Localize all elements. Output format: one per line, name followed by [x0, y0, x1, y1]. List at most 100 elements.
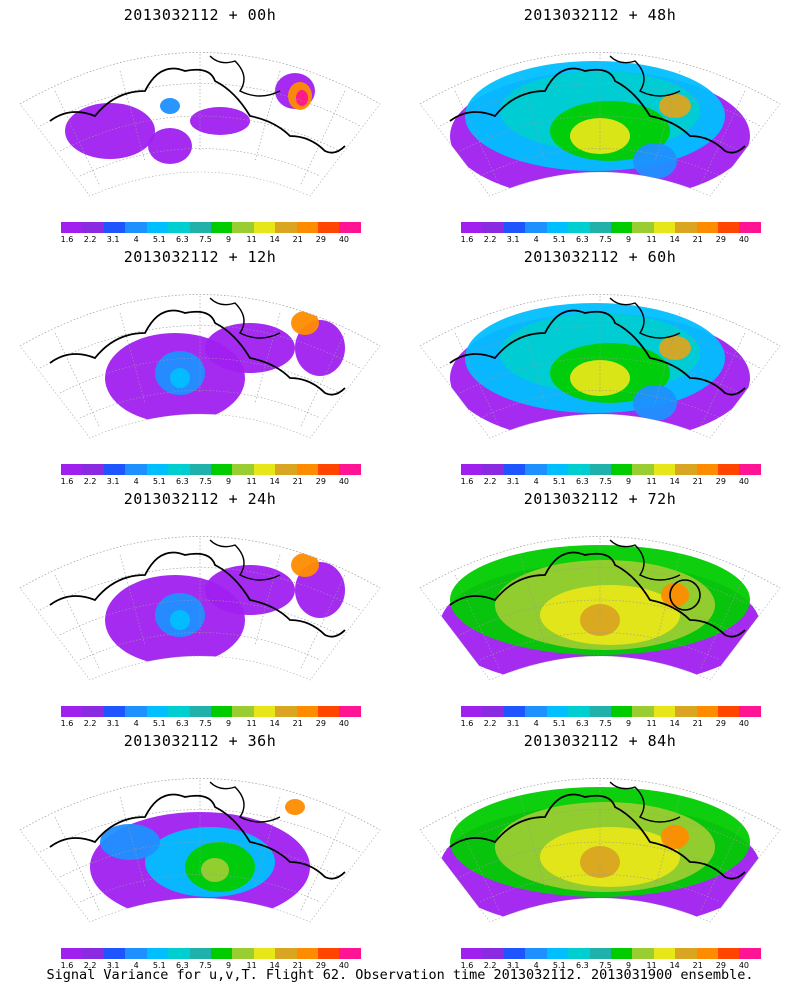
graticule-line — [454, 332, 501, 429]
panel-title: 2013032112 + 84h — [523, 732, 677, 750]
graticule-line — [254, 796, 281, 888]
colorbar — [61, 222, 361, 233]
coastline — [609, 539, 681, 581]
colorbar-tick-label: 21 — [692, 235, 703, 244]
colorbar-swatch — [296, 222, 319, 233]
colorbar-tick-label: 29 — [315, 235, 326, 244]
colorbar-swatch — [318, 706, 340, 717]
colorbar-swatch — [568, 464, 590, 475]
colorbar-swatch — [253, 464, 276, 475]
variance-contour — [205, 565, 295, 615]
coastline — [49, 309, 346, 396]
colorbar-tick-label: 3.1 — [106, 235, 120, 244]
colorbar-tick-label: 21 — [292, 719, 303, 728]
colorbar-labels: 1.6 2.2 3.1 4 5.1 6.3 7.5 9 11 14 21 29 40 — [461, 477, 761, 487]
colorbar-swatch — [125, 706, 147, 717]
graticule-line — [479, 148, 721, 177]
graticule-line — [459, 599, 741, 636]
map — [419, 52, 781, 197]
graticule-line — [119, 70, 146, 162]
graticule-line — [299, 332, 346, 429]
colorbar-swatch — [103, 222, 126, 233]
variance-contour — [148, 128, 192, 164]
graticule-line — [654, 554, 681, 646]
colorbar-tick-label: 3.1 — [106, 961, 120, 970]
colorbar-tick-label: 2.2 — [483, 719, 497, 728]
colorbar-tick-label: 2.2 — [83, 477, 97, 486]
colorbar-tick-label: 29 — [715, 961, 726, 970]
coastline — [449, 793, 746, 880]
colorbar-tick-label: 5.1 — [552, 235, 566, 244]
colorbar-swatch — [318, 222, 340, 233]
colorbar-tick-label: 29 — [315, 719, 326, 728]
graticule-line — [39, 325, 361, 369]
colorbar-tick-label: 40 — [738, 719, 750, 728]
colorbar-swatch — [482, 948, 504, 959]
colorbar-tick-label: 9 — [625, 235, 632, 244]
colorbar-swatch — [675, 464, 697, 475]
colorbar-tick-label: 2.2 — [83, 235, 97, 244]
colorbar-swatch — [61, 948, 83, 959]
variance-contour — [170, 368, 190, 388]
colorbar-tick-label: 11 — [246, 235, 257, 244]
colorbar-tick-label: 7.5 — [599, 719, 612, 728]
colorbar-swatch — [339, 706, 361, 717]
colorbar-tick-label: 3.1 — [506, 477, 520, 486]
colorbar-swatch — [82, 706, 104, 717]
map-border — [19, 778, 381, 923]
map — [419, 294, 781, 439]
colorbar-tick-label: 40 — [338, 719, 350, 728]
map — [19, 52, 381, 197]
colorbar-swatch — [525, 706, 547, 717]
graticule-line — [79, 874, 321, 903]
graticule-line — [299, 574, 346, 671]
colorbar-tick-label: 2.2 — [483, 961, 497, 970]
panel-12h: 2013032112 + 12h 1.6 2.2 3.1 4 5.1 6.3 7.5 9 11 1… — [0, 242, 400, 486]
variance-contour — [659, 94, 691, 118]
graticule-line — [254, 312, 281, 404]
colorbar-swatch — [589, 464, 611, 475]
colorbar-tick-label: 11 — [646, 719, 657, 728]
colorbar-tick-label: 3.1 — [506, 235, 520, 244]
graticule-line — [299, 816, 346, 913]
variance-contour — [633, 143, 677, 179]
colorbar — [61, 464, 361, 475]
panel-title: 2013032112 + 72h — [523, 490, 677, 508]
colorbar — [461, 706, 761, 717]
colorbar-swatch — [568, 222, 590, 233]
colorbar-swatch — [568, 948, 590, 959]
colorbar-swatch — [461, 464, 483, 475]
colorbar-swatch — [125, 948, 147, 959]
graticule-line — [454, 816, 501, 913]
colorbar-swatch — [653, 948, 676, 959]
colorbar-tick-label: 9 — [225, 477, 232, 486]
graticule-line — [479, 390, 721, 419]
colorbar-tick-label: 2.2 — [483, 235, 497, 244]
colorbar-swatch — [718, 464, 740, 475]
colorbar-swatch — [503, 222, 526, 233]
colorbar-swatch — [653, 706, 676, 717]
colorbar-tick-label: 3.1 — [506, 961, 520, 970]
colorbar-swatch — [718, 948, 740, 959]
colorbar-swatch — [461, 706, 483, 717]
graticule-line — [699, 332, 746, 429]
colorbar-tick-label: 4 — [133, 961, 139, 970]
panel-84h: 2013032112 + 84h 1.6 2.2 3.1 4 5.1 6.3 7.5 9 11 1… — [400, 726, 800, 970]
graticule-line — [699, 574, 746, 671]
graticule-line — [454, 90, 501, 187]
map — [19, 536, 381, 681]
colorbar-tick-label: 6.3 — [176, 961, 189, 970]
colorbar — [61, 948, 361, 959]
variance-contour — [661, 583, 689, 607]
colorbar-swatch — [103, 948, 126, 959]
map-border — [419, 294, 781, 439]
colorbar-swatch — [503, 706, 526, 717]
colorbar-swatch — [610, 948, 633, 959]
panel-24h: 2013032112 + 24h 1.6 2.2 3.1 4 5.1 6.3 7.5 9 11 1… — [0, 484, 400, 728]
colorbar-swatch — [739, 948, 761, 959]
map-border — [419, 536, 781, 681]
graticule-line — [699, 90, 746, 187]
highlight-circle — [669, 579, 701, 611]
colorbar-swatch — [339, 948, 361, 959]
colorbar-tick-label: 9 — [625, 477, 632, 486]
